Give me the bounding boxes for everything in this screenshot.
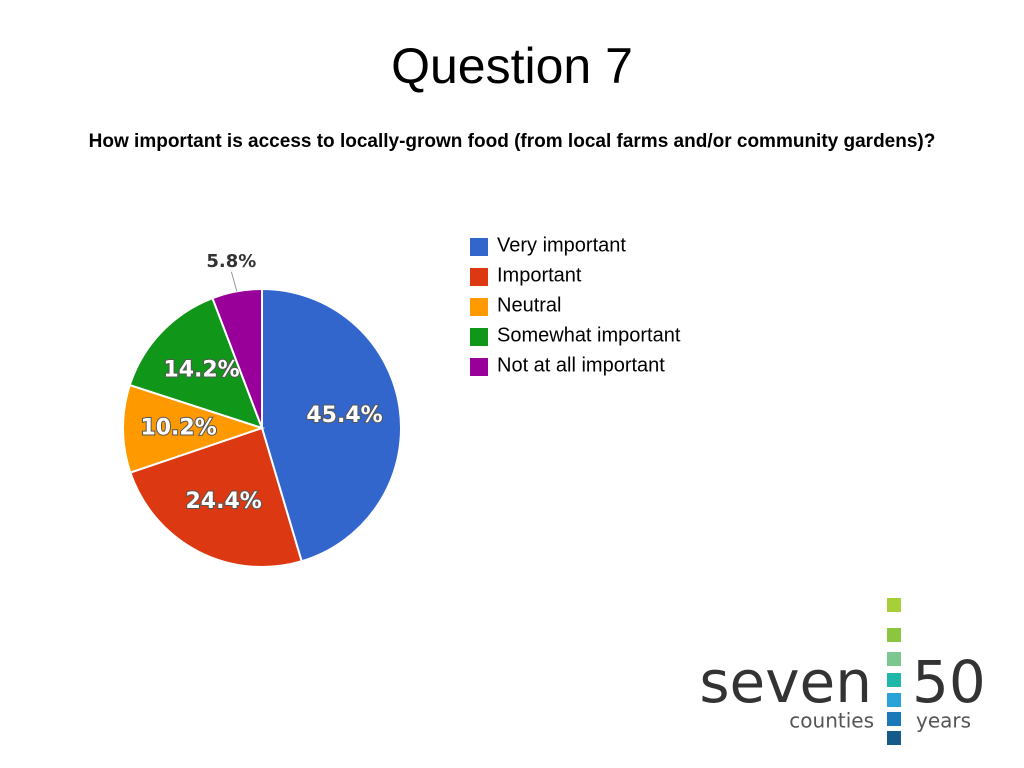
label-leader (230, 271, 238, 292)
slice-label: 10.2% (140, 416, 216, 441)
logo-square (887, 673, 901, 687)
pie-slice (128, 296, 264, 430)
slice-label: 24.4% (186, 489, 262, 514)
legend-swatch (470, 238, 488, 256)
pie-slice (261, 287, 402, 563)
slice-label: 14.2% (163, 358, 239, 383)
pie-slice (122, 383, 266, 474)
legend-label: Neutral (497, 294, 561, 316)
pie-slice (129, 426, 303, 568)
logo-square (887, 598, 901, 612)
logo-number: 50 (912, 648, 986, 716)
logo-square (887, 628, 901, 642)
pie-chart: 45.4% 24.4% 10.2% 14.2% 5.8% (122, 249, 402, 568)
legend-swatch (470, 298, 488, 316)
legend-swatch (470, 358, 488, 376)
logo-square (887, 731, 901, 745)
logo-square (887, 712, 901, 726)
logo: seven counties 50 years (699, 598, 986, 745)
legend-swatch (470, 268, 488, 286)
legend-label: Not at all important (497, 354, 665, 376)
legend-swatch (470, 328, 488, 346)
logo-square (887, 693, 901, 707)
logo-name: seven (699, 648, 872, 716)
legend-label: Very important (497, 234, 626, 256)
legend-label: Important (497, 264, 582, 286)
legend: Very important Important Neutral Somewhat i… (470, 234, 681, 376)
legend-label: Somewhat important (497, 324, 681, 346)
logo-square (887, 652, 901, 666)
logo-sub: counties (789, 709, 874, 733)
slice-label: 45.4% (306, 403, 382, 428)
slide-title: Question 7 (391, 38, 633, 94)
question: How important is access to locally-grown… (89, 131, 936, 152)
slice-label: 5.8% (206, 251, 256, 272)
logo-unit: years (916, 709, 971, 733)
